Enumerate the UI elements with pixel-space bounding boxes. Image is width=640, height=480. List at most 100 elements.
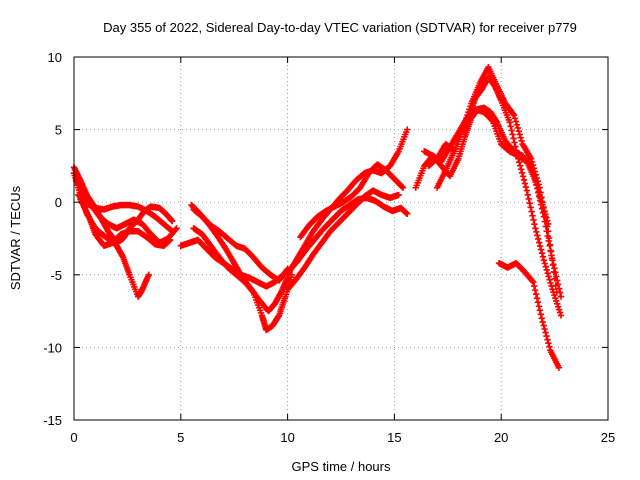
data-point xyxy=(173,225,180,232)
data-point xyxy=(395,191,402,199)
x-tick-label: 25 xyxy=(601,430,615,445)
data-point xyxy=(169,217,176,225)
data-point xyxy=(534,185,541,192)
data-point xyxy=(527,155,535,162)
data-point xyxy=(543,266,550,274)
data-point xyxy=(555,285,563,292)
data-point xyxy=(512,118,520,125)
data-point xyxy=(541,325,548,333)
data-point xyxy=(522,183,530,191)
data-point xyxy=(545,340,552,347)
data-point xyxy=(538,249,546,257)
data-point xyxy=(557,312,565,319)
data-point xyxy=(511,139,518,146)
data-point xyxy=(542,223,550,230)
data-point xyxy=(537,311,545,318)
chart-title: Day 355 of 2022, Sidereal Day-to-day VTE… xyxy=(103,20,577,35)
data-point xyxy=(536,197,544,204)
data-point xyxy=(517,166,525,173)
data-point xyxy=(541,260,549,267)
data-point xyxy=(544,232,551,240)
data-point xyxy=(530,278,537,286)
data-point xyxy=(531,220,538,228)
series-s12 xyxy=(295,194,411,264)
series-s5 xyxy=(77,196,174,249)
data-point xyxy=(534,299,542,306)
data-point xyxy=(249,287,256,295)
x-tick-label: 15 xyxy=(387,430,401,445)
data-point xyxy=(517,134,524,141)
data-point xyxy=(508,127,515,134)
data-point xyxy=(538,205,546,212)
data-point xyxy=(516,162,524,169)
data-point xyxy=(527,204,534,211)
data-point xyxy=(536,242,544,250)
data-point xyxy=(511,115,519,122)
data-point xyxy=(548,252,555,259)
x-tick-label: 10 xyxy=(280,430,294,445)
x-axis: 0 5 10 15 20 25 xyxy=(70,57,615,445)
data-point xyxy=(507,123,514,130)
data-point xyxy=(535,303,543,310)
x-axis-label: GPS time / hours xyxy=(292,459,391,474)
data-point xyxy=(516,158,523,166)
data-point xyxy=(169,228,176,235)
series-s4 xyxy=(75,191,176,235)
data-point xyxy=(523,187,531,194)
data-point xyxy=(519,173,527,180)
data-point xyxy=(539,253,547,260)
data-point xyxy=(531,286,539,294)
x-tick-label: 0 xyxy=(70,430,77,445)
data-point xyxy=(547,279,554,287)
y-tick-label: -5 xyxy=(50,268,62,283)
series-s14 xyxy=(425,74,565,319)
data-point xyxy=(510,135,517,142)
data-point xyxy=(536,307,544,314)
data-point xyxy=(553,273,560,280)
data-point xyxy=(521,180,529,187)
data-point xyxy=(404,126,411,133)
data-point xyxy=(535,239,543,246)
y-axis: -15 -10 -5 0 5 10 xyxy=(43,50,608,428)
data-point xyxy=(526,199,533,207)
data-point xyxy=(554,277,561,284)
data-point xyxy=(506,119,513,126)
data-points xyxy=(70,63,565,371)
data-point xyxy=(529,277,536,285)
data-point xyxy=(535,235,542,243)
data-point xyxy=(544,336,551,343)
data-point xyxy=(551,265,558,272)
data-point xyxy=(532,225,539,232)
data-point xyxy=(533,228,540,236)
data-point xyxy=(543,228,550,235)
y-tick-label: -10 xyxy=(43,340,62,355)
data-point xyxy=(518,169,526,177)
data-point xyxy=(539,209,547,216)
data-point xyxy=(541,218,549,225)
y-axis-label: SDTVAR / TECUs xyxy=(8,185,23,290)
data-point xyxy=(532,290,540,298)
data-point xyxy=(552,269,559,276)
data-point xyxy=(404,210,411,218)
data-point xyxy=(542,263,550,270)
data-point xyxy=(535,189,542,196)
data-point xyxy=(557,293,565,300)
data-point xyxy=(534,232,541,239)
data-point xyxy=(539,318,546,326)
data-point xyxy=(524,191,531,198)
data-point xyxy=(537,201,545,208)
data-point xyxy=(549,257,556,264)
data-point xyxy=(529,212,536,219)
data-point xyxy=(532,177,539,184)
data-point xyxy=(168,227,175,234)
data-point xyxy=(537,246,545,253)
data-point xyxy=(533,294,541,302)
data-point xyxy=(516,131,523,138)
data-point xyxy=(520,176,528,184)
data-point xyxy=(518,137,525,145)
data-point xyxy=(546,242,553,249)
x-tick-label: 20 xyxy=(494,430,508,445)
data-point xyxy=(538,315,545,322)
data-point xyxy=(533,181,540,188)
